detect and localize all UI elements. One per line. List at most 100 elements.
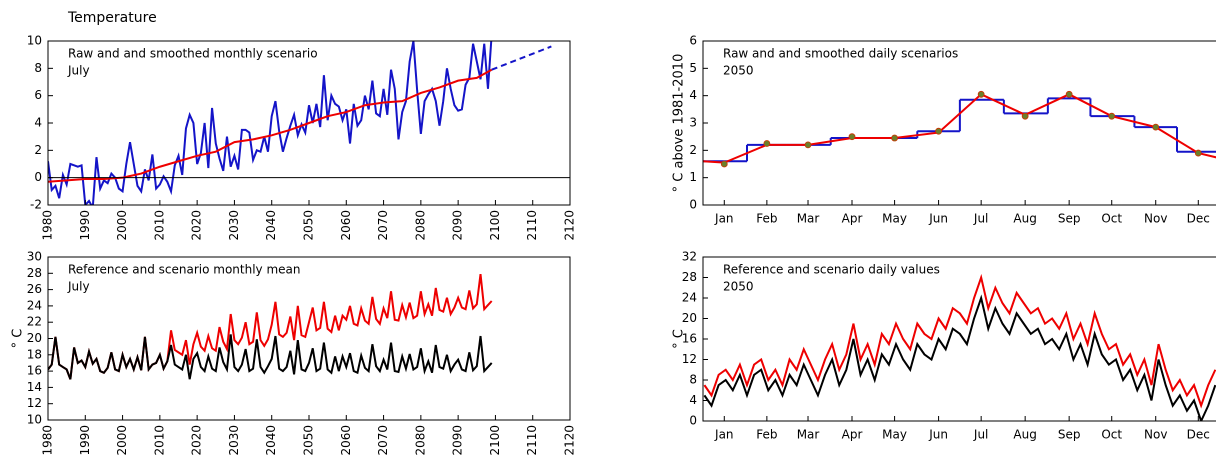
- x-tick-label: Jan: [714, 212, 734, 226]
- y-tick-label: 12: [27, 396, 42, 410]
- data-point: [935, 127, 942, 135]
- x-tick-label: Sep: [1058, 212, 1081, 226]
- x-tick-label: Aug: [1013, 212, 1036, 226]
- x-tick-label: Aug: [1013, 428, 1036, 442]
- data-point: [1021, 112, 1029, 120]
- y-tick-label: 22: [27, 315, 42, 329]
- x-tick-label: May: [882, 212, 907, 226]
- data-line: [48, 41, 493, 205]
- x-tick-label: 2080: [413, 210, 427, 241]
- x-tick-label: Nov: [1144, 212, 1167, 226]
- y-tick-label: 4: [689, 393, 697, 407]
- y-tick-label: 10: [27, 34, 42, 48]
- x-tick-label: 1990: [78, 425, 92, 456]
- x-tick-label: Apr: [842, 428, 863, 442]
- figure-title: Temperature: [67, 10, 157, 26]
- x-tick-label: Jan: [714, 428, 734, 442]
- data-point: [848, 133, 856, 141]
- x-tick-label: 2020: [190, 210, 204, 241]
- y-tick-label: 30: [27, 250, 42, 264]
- axes-frame: [47, 40, 571, 206]
- data-line: [48, 334, 493, 380]
- data-line: [703, 294, 1216, 421]
- x-tick-label: 2050: [302, 210, 316, 241]
- x-tick-label: 2000: [115, 210, 129, 241]
- data-point: [977, 90, 985, 98]
- plot-area: [703, 273, 1216, 421]
- y-tick-label: 24: [682, 291, 697, 305]
- y-axis-label: ° C: [11, 329, 26, 349]
- x-tick-label: 2020: [190, 425, 204, 456]
- x-tick-label: 2110: [525, 425, 539, 456]
- x-tick-label: Mar: [797, 212, 820, 226]
- x-tick-label: Jul: [973, 212, 988, 226]
- y-tick-label: 14: [27, 380, 42, 394]
- axes-frame: [47, 256, 571, 421]
- annotation: Reference and scenario daily values: [723, 263, 940, 277]
- x-tick-label: 2040: [264, 210, 278, 241]
- plot-area: [48, 273, 493, 380]
- y-tick-label: 6: [34, 88, 42, 102]
- x-tick-label: Mar: [797, 428, 820, 442]
- y-tick-label: 20: [682, 311, 697, 325]
- x-tick-label: 2120: [563, 425, 577, 456]
- y-tick-label: 0: [34, 170, 42, 184]
- x-tick-label: Feb: [756, 212, 777, 226]
- x-tick-label: 2060: [339, 425, 353, 456]
- x-tick-label: 1980: [41, 425, 55, 456]
- y-tick-label: 6: [689, 34, 697, 48]
- data-point: [763, 140, 771, 147]
- x-tick-label: 2090: [451, 425, 465, 456]
- x-tick-label: 2080: [413, 425, 427, 456]
- y-tick-label: 16: [27, 364, 42, 378]
- y-tick-label: 5: [689, 61, 697, 75]
- data-point: [1108, 112, 1116, 120]
- axes-frame: [702, 256, 1216, 422]
- x-tick-label: Dec: [1187, 212, 1210, 226]
- x-tick-label: 2030: [227, 425, 241, 456]
- x-tick-label: 2120: [563, 210, 577, 241]
- x-tick-label: 2090: [451, 210, 465, 241]
- data-point: [720, 160, 728, 168]
- x-tick-label: 2040: [264, 425, 278, 456]
- x-tick-label: Apr: [842, 212, 863, 226]
- x-tick-label: 2060: [339, 210, 353, 241]
- data-point: [891, 134, 898, 142]
- plot-area: [703, 90, 1216, 168]
- x-tick-label: Oct: [1101, 428, 1122, 442]
- x-tick-label: Sep: [1058, 428, 1081, 442]
- y-tick-label: 4: [689, 88, 697, 102]
- y-tick-label: 3: [689, 116, 697, 130]
- data-point: [1065, 90, 1073, 98]
- annotation: Raw and and smoothed daily scenarios: [723, 47, 958, 61]
- data-point: [1194, 149, 1202, 157]
- y-tick-label: 12: [682, 352, 697, 366]
- y-tick-label: 2: [689, 143, 697, 157]
- annotation: Reference and scenario monthly mean: [68, 263, 300, 277]
- data-line: [703, 273, 1216, 409]
- y-tick-label: 10: [27, 413, 42, 427]
- y-axis-label: ° C: [672, 329, 687, 349]
- y-tick-label: 20: [27, 331, 42, 345]
- data-line: [703, 93, 1216, 164]
- x-tick-label: Jun: [928, 428, 948, 442]
- y-tick-label: 8: [689, 373, 697, 387]
- x-tick-label: 2000: [115, 425, 129, 456]
- y-tick-label: 28: [27, 266, 42, 280]
- y-tick-label: 16: [682, 332, 697, 346]
- x-tick-label: 2100: [488, 425, 502, 456]
- y-tick-label: 18: [27, 347, 42, 361]
- x-tick-label: Jul: [973, 428, 988, 442]
- x-tick-label: 1990: [78, 210, 92, 241]
- annotation: July: [67, 280, 90, 294]
- y-tick-label: 0: [689, 414, 697, 428]
- axes-frame: [702, 40, 1216, 206]
- y-tick-label: 32: [682, 250, 697, 264]
- y-tick-label: 26: [27, 282, 42, 296]
- y-tick-label: 8: [34, 61, 42, 75]
- y-tick-label: 24: [27, 298, 42, 312]
- x-tick-label: 2070: [376, 210, 390, 241]
- x-tick-label: Dec: [1187, 428, 1210, 442]
- x-tick-label: 2010: [152, 210, 166, 241]
